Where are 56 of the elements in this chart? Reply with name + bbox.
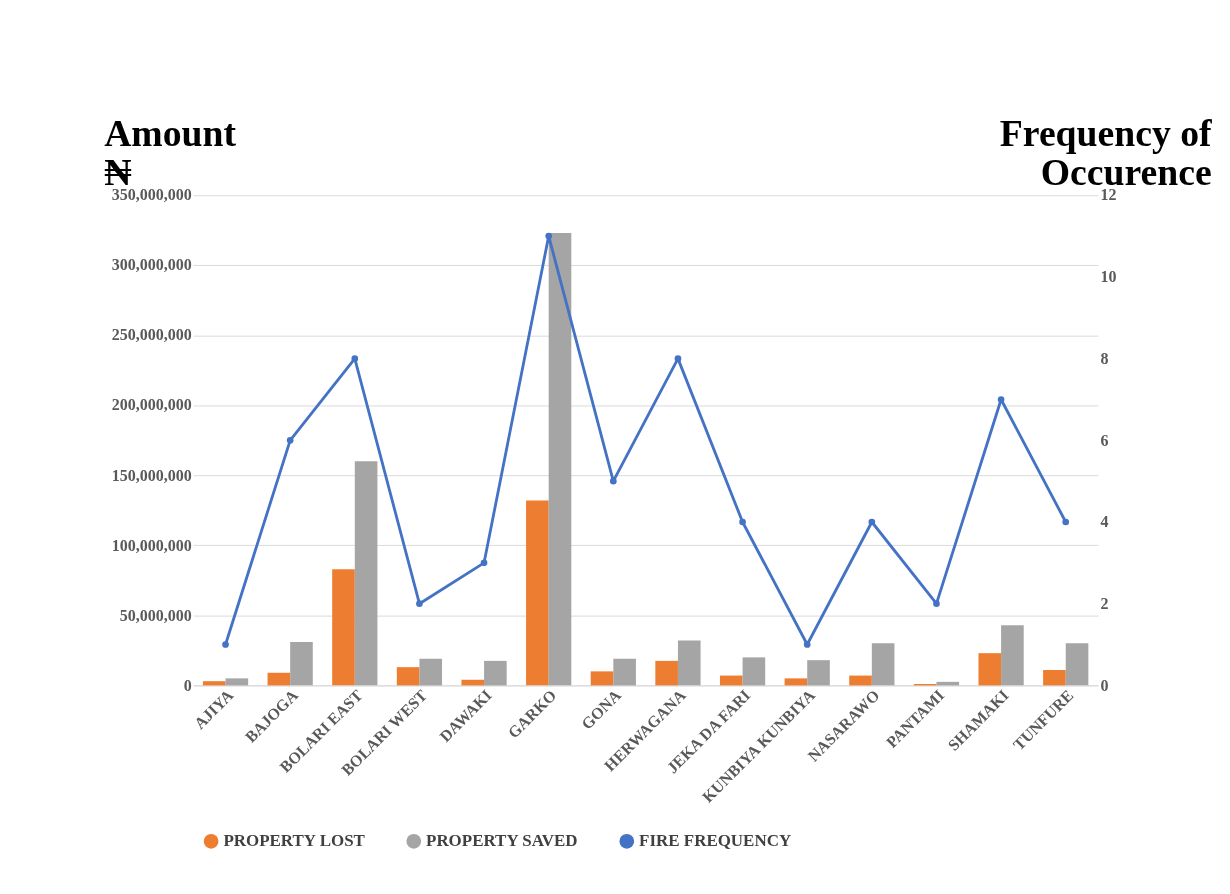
y-tick-label: 300,000,000 xyxy=(111,256,192,274)
bar xyxy=(1043,669,1066,686)
y2-tick-label: 8 xyxy=(1100,349,1109,367)
bar xyxy=(267,672,291,686)
y-tick-label: 250,000,000 xyxy=(111,326,192,344)
legend-label: FIRE FREQUENCY xyxy=(639,831,792,851)
bar xyxy=(290,641,313,686)
point xyxy=(997,396,1005,403)
bar xyxy=(613,658,636,686)
bar xyxy=(807,660,830,686)
point xyxy=(674,355,682,362)
bar xyxy=(225,678,249,686)
point xyxy=(1062,518,1070,526)
y-tick-label: 200,000,000 xyxy=(111,396,192,414)
bar xyxy=(202,681,226,686)
point xyxy=(480,559,488,567)
point xyxy=(609,477,617,485)
bar xyxy=(742,657,766,686)
point xyxy=(933,600,940,608)
bar xyxy=(677,640,701,686)
bar xyxy=(784,678,808,686)
bar xyxy=(849,675,872,686)
bar xyxy=(461,679,485,686)
point xyxy=(222,641,229,648)
bar xyxy=(354,461,378,686)
point xyxy=(416,600,423,608)
point xyxy=(351,355,359,362)
y-tick-label: 100,000,000 xyxy=(111,536,192,554)
bar xyxy=(526,500,549,686)
bar xyxy=(590,671,614,686)
y2-tick-label: 4 xyxy=(1100,513,1109,531)
bar xyxy=(419,658,443,686)
bar xyxy=(719,675,743,686)
bar xyxy=(655,660,678,686)
y-tick-label: 150,000,000 xyxy=(111,466,192,484)
legend-label: PROPERTY LOST xyxy=(223,831,366,851)
point xyxy=(803,641,811,648)
point xyxy=(545,232,553,240)
bar xyxy=(548,233,572,686)
y2-tick-label: 0 xyxy=(1100,676,1109,694)
bar xyxy=(978,653,1002,686)
bar xyxy=(484,660,507,686)
y2-tick-label: 2 xyxy=(1100,594,1109,612)
y-tick-label: 50,000,000 xyxy=(119,606,192,624)
y2-tick-label: 10 xyxy=(1100,268,1117,286)
legend-label: PROPERTY SAVED xyxy=(426,831,578,851)
bar xyxy=(332,569,355,686)
point xyxy=(739,518,746,526)
bar xyxy=(1065,643,1089,686)
y-tick-label: 0 xyxy=(183,676,192,694)
bar xyxy=(396,667,420,686)
y2-tick-label: 6 xyxy=(1100,431,1109,449)
bar xyxy=(1001,625,1024,686)
bar xyxy=(871,643,895,686)
point xyxy=(286,436,294,444)
point xyxy=(868,518,876,526)
